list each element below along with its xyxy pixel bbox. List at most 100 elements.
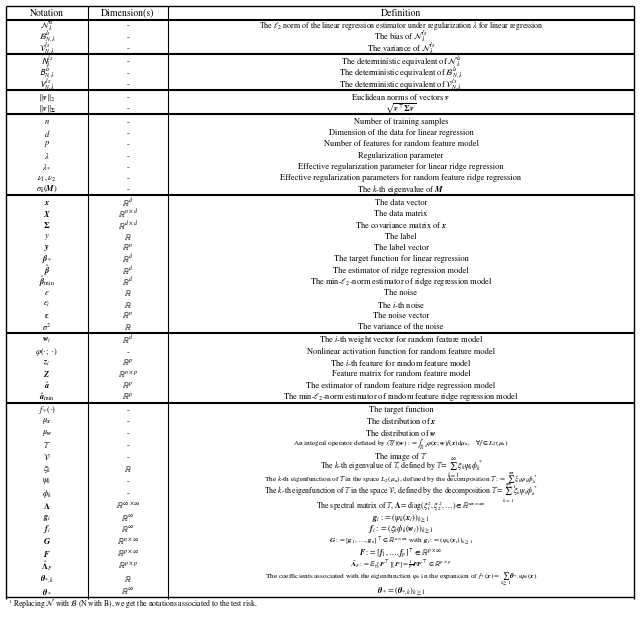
Text: The $\ell_2$ norm of the linear regression estimator under regularization $\lamb: The $\ell_2$ norm of the linear regressi… bbox=[259, 19, 543, 31]
Text: -: - bbox=[127, 93, 129, 101]
Text: $\mathbb{R}^d$: $\mathbb{R}^d$ bbox=[122, 253, 134, 265]
Text: The $k$-th eigenvalue of $\boldsymbol{M}$: The $k$-th eigenvalue of $\boldsymbol{M}… bbox=[357, 183, 445, 196]
Text: $\boldsymbol{z}_i$: $\boldsymbol{z}_i$ bbox=[44, 359, 51, 368]
Text: $\boldsymbol{y}$: $\boldsymbol{y}$ bbox=[44, 243, 50, 253]
Text: $\mu_{\boldsymbol{w}}$: $\mu_{\boldsymbol{w}}$ bbox=[42, 428, 52, 438]
Text: -: - bbox=[127, 163, 129, 171]
Text: $\boldsymbol{G} := [\boldsymbol{g}_1, \ldots, \boldsymbol{g}_n]^\top \in \mathbb: $\boldsymbol{G} := [\boldsymbol{g}_1, \l… bbox=[329, 536, 473, 547]
Text: Euclidean norms of vectors $\boldsymbol{v}$: Euclidean norms of vectors $\boldsymbol{… bbox=[351, 92, 451, 103]
Text: -: - bbox=[127, 57, 129, 65]
Text: The spectral matrix of $\mathbb{T}$, $\boldsymbol{\Lambda} = \mathrm{diag}(\xi_1: The spectral matrix of $\mathbb{T}$, $\b… bbox=[316, 499, 486, 513]
Text: $\mathbb{R}^d$: $\mathbb{R}^d$ bbox=[122, 197, 134, 209]
Text: $\boldsymbol{g}_i := (\psi_k(\boldsymbol{x}_i))_{k \geq 1}$: $\boldsymbol{g}_i := (\psi_k(\boldsymbol… bbox=[372, 512, 430, 524]
Text: The estimator of random feature ridge regression model: The estimator of random feature ridge re… bbox=[307, 382, 495, 390]
Text: $\boldsymbol{F} := [\boldsymbol{f}_1, \ldots, \boldsymbol{f}_p]^\top \in \mathbb: $\boldsymbol{F} := [\boldsymbol{f}_1, \l… bbox=[360, 547, 443, 560]
Text: An integral operator defined by $(\mathbb{T}f)(\boldsymbol{w}) := \int_{\mathbb{: An integral operator defined by $(\mathb… bbox=[293, 438, 509, 452]
Text: $\boldsymbol{\varepsilon}$: $\boldsymbol{\varepsilon}$ bbox=[44, 312, 50, 320]
Text: $\boldsymbol{G}$: $\boldsymbol{G}$ bbox=[43, 537, 51, 547]
Text: -: - bbox=[127, 69, 129, 77]
Text: -: - bbox=[127, 33, 129, 41]
Text: $^1$ Replacing $\mathcal{N}$ with $\mathcal{B}$ (N with B), we get the notations: $^1$ Replacing $\mathcal{N}$ with $\math… bbox=[8, 598, 258, 611]
Text: $\|\boldsymbol{v}\|_2$: $\|\boldsymbol{v}\|_2$ bbox=[38, 92, 56, 103]
Text: The label: The label bbox=[385, 233, 417, 241]
Text: $\boldsymbol{\theta}_*$: $\boldsymbol{\theta}_*$ bbox=[42, 587, 52, 596]
Text: $\mathbb{R}^n$: $\mathbb{R}^n$ bbox=[122, 243, 134, 253]
Text: $\mathbb{R}^d$: $\mathbb{R}^d$ bbox=[122, 265, 134, 277]
Text: The deterministic equivalent of $\mathcal{V}_{N,\lambda}^{\mathit{ls}}$: The deterministic equivalent of $\mathca… bbox=[339, 77, 463, 92]
Text: $\boldsymbol{\theta}_* = (\boldsymbol{\theta}_{*,k})_{k \geq 1}$: $\boldsymbol{\theta}_* = (\boldsymbol{\t… bbox=[377, 586, 425, 597]
Text: $\mathsf{B}_{N,\lambda}^{\mathit{ls}}$: $\mathsf{B}_{N,\lambda}^{\mathit{ls}}$ bbox=[39, 65, 55, 81]
Text: $\boldsymbol{f}_i$: $\boldsymbol{f}_i$ bbox=[43, 523, 51, 535]
Text: -: - bbox=[127, 454, 129, 461]
Text: $p$: $p$ bbox=[44, 140, 51, 150]
Text: $\mathbb{R}^d$: $\mathbb{R}^d$ bbox=[122, 276, 134, 288]
Text: The variance of $\mathcal{N}_\lambda^{\mathit{ls}}$: The variance of $\mathcal{N}_\lambda^{\m… bbox=[367, 41, 435, 55]
Text: $\boldsymbol{F}$: $\boldsymbol{F}$ bbox=[43, 548, 51, 559]
Text: The distribution of $\boldsymbol{x}$: The distribution of $\boldsymbol{x}$ bbox=[365, 416, 436, 426]
Text: $\hat{\boldsymbol{\beta}}_{\mathrm{min}}$: $\hat{\boldsymbol{\beta}}_{\mathrm{min}}… bbox=[39, 275, 55, 289]
Text: Feature matrix for random feature model: Feature matrix for random feature model bbox=[332, 370, 470, 379]
Text: $\mathbb{R}$: $\mathbb{R}$ bbox=[124, 574, 132, 584]
Text: $\hat{\boldsymbol{\Lambda}}_F$: $\hat{\boldsymbol{\Lambda}}_F$ bbox=[41, 559, 53, 573]
Text: $\mathcal{V}$: $\mathcal{V}$ bbox=[43, 453, 51, 462]
Text: $f_*(\cdot)$: $f_*(\cdot)$ bbox=[38, 404, 56, 416]
Text: $\lambda_*$: $\lambda_*$ bbox=[42, 163, 52, 172]
Text: The target function for linear regression: The target function for linear regressio… bbox=[333, 255, 468, 264]
Text: $\nu_1, \nu_2$: $\nu_1, \nu_2$ bbox=[37, 174, 57, 183]
Text: -: - bbox=[127, 441, 129, 449]
Text: The deterministic equivalent of $\mathcal{B}_{N,\lambda}^{\mathit{ls}}$: The deterministic equivalent of $\mathca… bbox=[339, 65, 463, 81]
Text: The data vector: The data vector bbox=[375, 199, 428, 207]
Text: $\mathbb{R}^p$: $\mathbb{R}^p$ bbox=[122, 358, 134, 368]
Text: $\mathbb{R}$: $\mathbb{R}$ bbox=[124, 232, 132, 242]
Text: -: - bbox=[127, 140, 129, 148]
Text: -: - bbox=[127, 80, 129, 88]
Text: The estimator of ridge regression model: The estimator of ridge regression model bbox=[333, 267, 469, 275]
Text: $\psi_k$: $\psi_k$ bbox=[42, 476, 52, 486]
Text: The distribution of $\boldsymbol{w}$: The distribution of $\boldsymbol{w}$ bbox=[365, 428, 437, 438]
Text: Definition: Definition bbox=[381, 8, 421, 18]
Text: -: - bbox=[127, 489, 129, 498]
Text: The data matrix: The data matrix bbox=[374, 210, 428, 218]
Text: $d$: $d$ bbox=[44, 128, 50, 138]
Text: Number of training samples: Number of training samples bbox=[354, 118, 448, 126]
Text: Notation: Notation bbox=[30, 8, 64, 18]
Text: The image of $\mathbb{T}$: The image of $\mathbb{T}$ bbox=[374, 452, 428, 464]
Text: $\sigma_k(\boldsymbol{M})$: $\sigma_k(\boldsymbol{M})$ bbox=[36, 184, 58, 195]
Text: Dimension(s): Dimension(s) bbox=[101, 8, 155, 18]
Text: $\mathbb{R}^{n \times d}$: $\mathbb{R}^{n \times d}$ bbox=[118, 208, 138, 220]
Text: $\mathbb{R}^{\infty \times \infty}$: $\mathbb{R}^{\infty \times \infty}$ bbox=[116, 501, 140, 511]
Text: $\mathbb{R}^{\infty}$: $\mathbb{R}^{\infty}$ bbox=[121, 524, 135, 534]
Text: Effective regularization parameter for linear ridge regression: Effective regularization parameter for l… bbox=[298, 163, 504, 171]
Text: -: - bbox=[127, 418, 129, 425]
Text: $\mathbb{T}$: $\mathbb{T}$ bbox=[43, 440, 51, 450]
Text: Number of features for random feature model: Number of features for random feature mo… bbox=[324, 140, 479, 148]
Text: $\mathbb{R}^{n \times \infty}$: $\mathbb{R}^{n \times \infty}$ bbox=[117, 536, 139, 547]
Text: The $k$-th eigenfunction of $\mathbb{T}$ in the space $\mathcal{V}$, defined by : The $k$-th eigenfunction of $\mathbb{T}$… bbox=[264, 482, 538, 506]
Text: The label vector: The label vector bbox=[374, 244, 429, 252]
Text: $\hat{\boldsymbol{a}}$: $\hat{\boldsymbol{a}}$ bbox=[44, 381, 50, 391]
Text: $\mathbb{R}^{n \times p}$: $\mathbb{R}^{n \times p}$ bbox=[118, 369, 138, 380]
Text: The min-$\ell_2$-norm estimator of ridge regression model: The min-$\ell_2$-norm estimator of ridge… bbox=[310, 276, 492, 288]
Text: $\boldsymbol{Z}$: $\boldsymbol{Z}$ bbox=[44, 369, 51, 379]
Text: $\varepsilon_i$: $\varepsilon_i$ bbox=[44, 300, 51, 309]
Text: The $i$-th feature for random feature model: The $i$-th feature for random feature mo… bbox=[330, 358, 472, 368]
Text: The deterministic equivalent of $\mathcal{N}_\lambda^{\mathit{ls}}$: The deterministic equivalent of $\mathca… bbox=[340, 54, 461, 69]
Text: $\mathbb{R}^{p \times \infty}$: $\mathbb{R}^{p \times \infty}$ bbox=[117, 548, 139, 559]
Text: $\boldsymbol{X}$: $\boldsymbol{X}$ bbox=[43, 209, 51, 219]
Text: The noise vector: The noise vector bbox=[373, 312, 429, 320]
Text: The bias of $\mathcal{N}_\lambda^{\mathit{ls}}$: The bias of $\mathcal{N}_\lambda^{\mathi… bbox=[374, 30, 428, 44]
Text: -: - bbox=[127, 21, 129, 30]
Text: Dimension of the data for linear regression: Dimension of the data for linear regress… bbox=[328, 129, 474, 137]
Text: The covariance matrix of $\boldsymbol{x}$: The covariance matrix of $\boldsymbol{x}… bbox=[355, 221, 447, 230]
Text: $\phi_k$: $\phi_k$ bbox=[42, 487, 52, 499]
Text: $\mathbb{R}$: $\mathbb{R}$ bbox=[124, 464, 132, 474]
Text: Effective regularization parameters for random feature ridge regression: Effective regularization parameters for … bbox=[280, 174, 522, 182]
Text: $\mathbb{R}^d$: $\mathbb{R}^d$ bbox=[122, 335, 134, 347]
Text: -: - bbox=[127, 406, 129, 414]
Text: $\boldsymbol{\theta}_{*,k}$: $\boldsymbol{\theta}_{*,k}$ bbox=[40, 573, 54, 585]
Text: -: - bbox=[127, 152, 129, 160]
Text: $n$: $n$ bbox=[44, 118, 50, 126]
Text: $\mathcal{N}_\lambda^{\mathit{ls}}$: $\mathcal{N}_\lambda^{\mathit{ls}}$ bbox=[40, 18, 54, 33]
Text: $\mathcal{V}_{N,\lambda}^{\mathit{ls}}$: $\mathcal{V}_{N,\lambda}^{\mathit{ls}}$ bbox=[39, 41, 55, 56]
Text: The $k$-th eigenfunction of $\mathbb{T}$ in the space $L_2(\mu_{\boldsymbol{x}}): The $k$-th eigenfunction of $\mathbb{T}$… bbox=[264, 470, 538, 491]
